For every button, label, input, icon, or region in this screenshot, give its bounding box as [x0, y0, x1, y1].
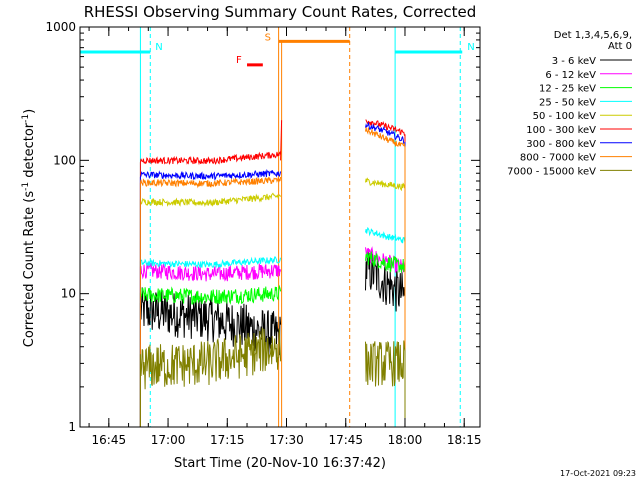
y-axis-label-end: ) — [22, 109, 37, 114]
x-axis-label: Start Time (20-Nov-10 16:37:42) — [174, 456, 386, 471]
series-line-post — [365, 340, 406, 427]
legend-title-line: Att 0 — [608, 41, 632, 52]
plot-frame — [79, 26, 481, 428]
x-tick-label: 16:45 — [92, 433, 127, 447]
spike-line — [280, 120, 283, 161]
series-line-post — [365, 251, 406, 427]
series-line-post — [365, 249, 406, 427]
series-line-pre — [139, 150, 282, 427]
plot-area: N N S F — [80, 27, 475, 427]
legend-entry-label: 800 - 7000 keV — [520, 153, 596, 164]
legend-entry-label: 50 - 100 keV — [533, 111, 597, 122]
annotation-label-N: N — [467, 42, 474, 53]
series-line-pre — [139, 192, 282, 427]
chart-title: RHESSI Observing Summary Count Rates, Co… — [84, 3, 477, 21]
series-line-post — [365, 122, 406, 427]
series-line-pre — [139, 176, 282, 427]
series-line-post — [365, 127, 406, 427]
x-tick-label: 17:00 — [151, 433, 186, 447]
x-tick-label: 18:00 — [388, 433, 423, 447]
legend-entry-label: 100 - 300 keV — [526, 125, 596, 136]
series-line-pre — [139, 256, 282, 427]
series-line-post — [365, 226, 406, 427]
series-line-post — [365, 119, 406, 427]
y-tick-label: 1 — [68, 420, 76, 434]
legend: Det 1,3,4,5,6,9,Att 0 3 - 6 keV 6 - 12 keV… — [507, 30, 632, 177]
legend-entry-label: 12 - 25 keV — [539, 84, 596, 95]
series-line-pre — [139, 168, 282, 427]
legend-entry-label: 3 - 6 keV — [552, 56, 596, 67]
series-line-pre — [139, 327, 282, 427]
legend-title-line: Det 1,3,4,5,6,9, — [554, 30, 632, 41]
legend-entry-label: 6 - 12 keV — [545, 70, 596, 81]
series-line-pre — [139, 262, 282, 427]
series-line-pre — [139, 284, 282, 427]
legend-entry-label: 7000 - 15000 keV — [507, 166, 596, 177]
legend-entry-label: 25 - 50 keV — [539, 97, 596, 108]
y-axis-label-main: Corrected Count Rate (s — [22, 191, 37, 348]
annotation-label-S: S — [265, 32, 271, 43]
timestamp: 17-Oct-2021 09:23 — [560, 469, 636, 478]
series-line-post — [365, 177, 406, 427]
x-tick-label: 17:45 — [328, 433, 363, 447]
y-tick-label: 10 — [61, 287, 76, 301]
x-tick-label: 18:15 — [447, 433, 482, 447]
y-tick-label: 1000 — [45, 20, 76, 34]
legend-entry-label: 300 - 800 keV — [526, 139, 596, 150]
axes: 1 10 100 1000 16:45 17:00 17:15 17:30 17:45 18:00… — [45, 20, 481, 447]
y-axis-label-sup1: -1 — [21, 182, 31, 191]
x-tick-label: 17:15 — [210, 433, 245, 447]
y-axis-label-sup2: -1 — [21, 114, 31, 123]
x-tick-label: 17:30 — [269, 433, 304, 447]
annotation-label-F: F — [236, 55, 242, 66]
y-axis-label-mid: detector — [22, 122, 37, 182]
y-tick-label: 100 — [53, 153, 76, 167]
y-axis-label: Corrected Count Rate (s-1 detector-1) — [21, 109, 37, 347]
annotation-label-N: N — [155, 42, 162, 53]
series-line-pre — [139, 287, 282, 427]
